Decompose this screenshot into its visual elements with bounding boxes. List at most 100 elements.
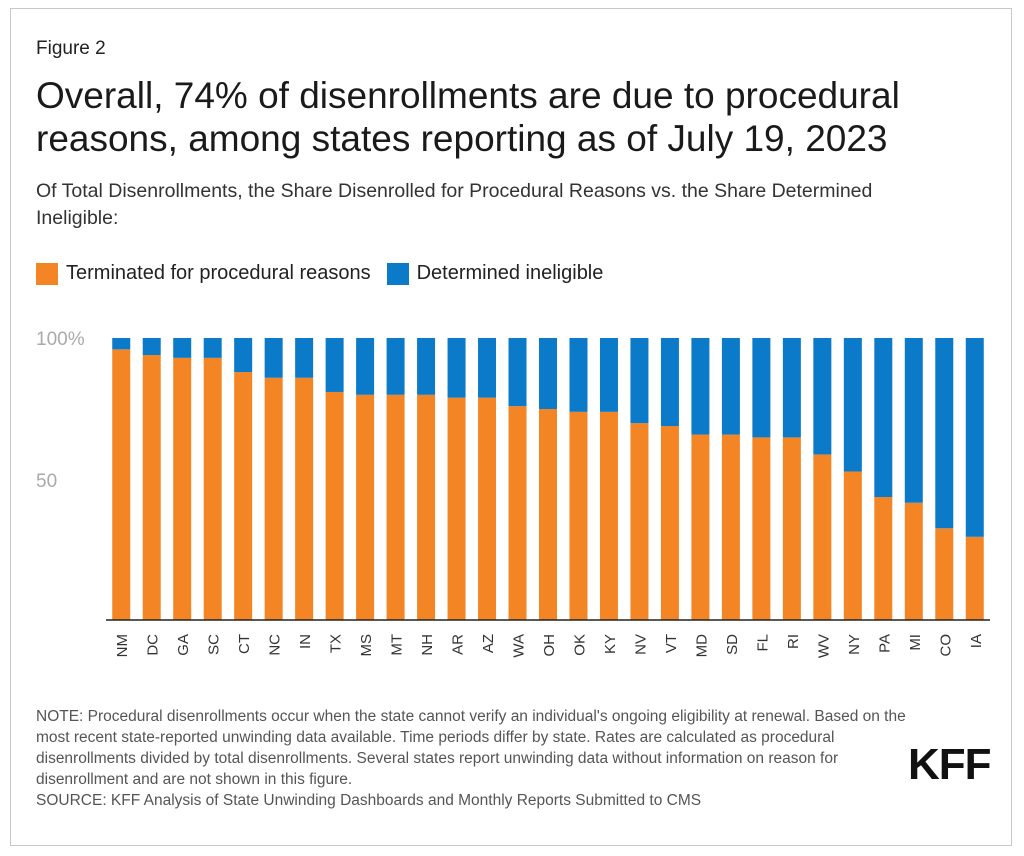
bar-procedural-IN <box>295 377 314 620</box>
x-tick-label: SD <box>724 634 741 655</box>
x-tick-label: CO <box>937 634 954 657</box>
x-tick-label: MS <box>358 634 375 657</box>
source-text: SOURCE: KFF Analysis of State Unwinding … <box>36 792 702 809</box>
bar-procedural-AZ <box>478 397 497 620</box>
x-tick-label: AR <box>450 634 467 655</box>
bar-procedural-GA <box>173 357 192 620</box>
legend-item-ineligible: Determined ineligible <box>386 262 604 285</box>
x-tick-label: NH <box>419 634 436 656</box>
bar-procedural-PA <box>874 497 893 620</box>
bar-ineligible-AR <box>447 338 466 398</box>
bar-procedural-OK <box>569 411 588 620</box>
x-tick-label: KY <box>602 634 619 654</box>
y-tick-label: 50 <box>36 471 57 492</box>
bar-procedural-DC <box>142 355 161 620</box>
x-tick-label: OK <box>571 634 588 656</box>
bar-ineligible-GA <box>173 338 192 358</box>
bar-procedural-SD <box>721 434 740 620</box>
chart-title: Overall, 74% of disenrollments are due t… <box>36 75 900 159</box>
bar-ineligible-OH <box>539 338 557 409</box>
bar-ineligible-WA <box>508 338 527 407</box>
bar-procedural-RI <box>782 437 801 620</box>
bar-procedural-KY <box>599 411 618 620</box>
x-tick-label: GA <box>175 634 192 656</box>
bar-procedural-TX <box>325 391 344 620</box>
x-tick-label: FL <box>754 634 771 652</box>
footnote: NOTE: Procedural disenrollments occur wh… <box>36 706 916 811</box>
x-tick-label: NM <box>114 634 131 657</box>
bar-procedural-FL <box>752 437 771 620</box>
bar-ineligible-VT <box>660 338 679 427</box>
bar-ineligible-IA <box>965 338 984 537</box>
bar-procedural-VT <box>660 426 679 620</box>
bar-ineligible-TX <box>325 338 344 392</box>
bar-procedural-MS <box>356 394 375 620</box>
bar-procedural-NM <box>112 349 131 620</box>
x-tick-label: WV <box>815 634 832 658</box>
x-tick-label: RI <box>785 634 802 649</box>
legend-swatch-ineligible <box>386 262 409 285</box>
y-tick-label: 100% <box>36 329 85 350</box>
x-tick-label: MD <box>693 634 710 657</box>
chart-subtitle: Of Total Disenrollments, the Share Disen… <box>36 180 873 229</box>
bar-ineligible-WV <box>813 338 832 455</box>
stacked-bar-chart: 50 100% NM DC GA SC CT NC IN TX MS MT NH AR AZ WA OH OK KY… <box>36 329 990 658</box>
bar-ineligible-NH <box>417 338 436 395</box>
x-tick-label: VT <box>663 634 680 653</box>
legend-label-procedural: Terminated for procedural reasons <box>66 262 371 284</box>
bar-ineligible-MT <box>386 338 405 395</box>
x-tick-label: CT <box>236 634 253 654</box>
x-tick-label: IN <box>297 634 314 649</box>
legend-swatch-procedural <box>36 262 58 285</box>
bar-ineligible-DC <box>142 338 161 356</box>
bar-procedural-CO <box>935 528 954 620</box>
bar-ineligible-NM <box>112 338 131 350</box>
bar-procedural-NH <box>417 394 436 620</box>
bar-procedural-AR <box>447 397 466 620</box>
x-tick-label: AZ <box>480 634 497 653</box>
bar-procedural-NV <box>630 423 649 620</box>
bar-ineligible-NC <box>264 338 283 378</box>
legend-label-ineligible: Determined ineligible <box>416 262 604 284</box>
x-tick-label: DC <box>145 634 162 656</box>
bar-procedural-SC <box>203 357 222 620</box>
x-tick-label: NY <box>846 634 863 655</box>
bar-ineligible-MD <box>691 338 710 435</box>
x-tick-label: IA <box>968 634 985 648</box>
bar-ineligible-NY <box>843 338 862 472</box>
x-tick-label: NV <box>632 634 649 655</box>
bar-ineligible-RI <box>782 338 801 438</box>
bar-ineligible-NV <box>630 338 649 424</box>
bar-procedural-OH <box>539 409 557 620</box>
bar-procedural-MI <box>904 502 923 620</box>
x-tick-label: MT <box>389 634 406 656</box>
x-tick-label: OH <box>541 634 558 657</box>
bar-ineligible-IN <box>295 338 314 378</box>
bar-ineligible-CT <box>234 338 253 373</box>
bar-procedural-MT <box>386 394 405 620</box>
figure-label: Figure 2 <box>36 38 106 59</box>
kff-logo: KFF <box>908 740 992 789</box>
bar-ineligible-MS <box>356 338 375 395</box>
bar-procedural-NC <box>264 377 283 620</box>
bar-ineligible-FL <box>752 338 771 438</box>
x-tick-label: WA <box>511 634 528 658</box>
x-tick-label: SC <box>206 634 223 655</box>
bar-procedural-WV <box>813 454 832 620</box>
note-text: NOTE: Procedural disenrollments occur wh… <box>36 708 906 788</box>
bar-procedural-NY <box>843 471 862 620</box>
x-tick-label: TX <box>328 634 345 653</box>
bar-ineligible-SC <box>203 338 222 358</box>
bar-ineligible-KY <box>599 338 618 412</box>
x-tick-label: PA <box>876 634 893 653</box>
bar-ineligible-CO <box>935 338 954 529</box>
bar-ineligible-PA <box>874 338 893 498</box>
bar-procedural-IA <box>965 536 984 620</box>
legend-item-procedural: Terminated for procedural reasons <box>36 262 371 285</box>
bar-ineligible-SD <box>721 338 740 435</box>
chart-legend: Terminated for procedural reasons Determ… <box>36 262 619 285</box>
x-tick-label: NC <box>267 634 284 656</box>
bar-procedural-MD <box>691 434 710 620</box>
bar-ineligible-OK <box>569 338 588 412</box>
bar-procedural-CT <box>234 372 253 620</box>
